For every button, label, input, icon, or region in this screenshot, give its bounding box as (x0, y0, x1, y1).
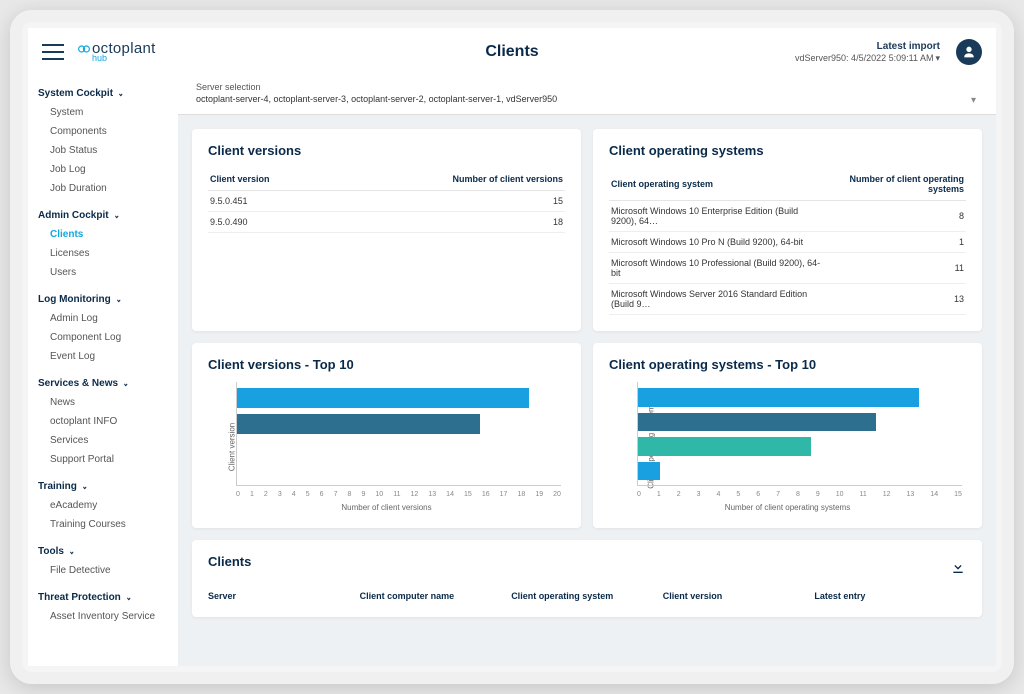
sidebar-head[interactable]: System Cockpit ⌄ (34, 84, 172, 103)
table-row: Microsoft Windows Server 2016 Standard E… (609, 284, 966, 315)
sidebar-item[interactable]: File Detective (34, 561, 172, 580)
chart-bar (237, 388, 529, 408)
sidebar-head[interactable]: Admin Cockpit ⌄ (34, 206, 172, 225)
sidebar-item[interactable]: Users (34, 263, 172, 282)
sidebar-item[interactable]: octoplant INFO (34, 412, 172, 431)
page-title: Clients (485, 43, 538, 61)
table-client-os: Client operating systemNumber of client … (609, 168, 966, 315)
card-client-os: Client operating systems Client operatin… (593, 129, 982, 331)
sidebar-item[interactable]: Licenses (34, 244, 172, 263)
column-header[interactable]: Client operating system (511, 591, 663, 601)
sidebar-item[interactable]: Asset Inventory Service (34, 607, 172, 626)
sidebar-item[interactable]: Job Duration (34, 179, 172, 198)
card-os-chart: Client operating systems - Top 10 Client… (593, 343, 982, 528)
download-icon[interactable] (950, 559, 966, 575)
chart-bar (638, 437, 811, 456)
table-client-versions: Client versionNumber of client versions … (208, 168, 565, 233)
logo: octoplant hub (78, 41, 156, 63)
column-header[interactable]: Latest entry (814, 591, 966, 601)
card-clients-list: Clients ServerClient computer nameClient… (192, 540, 982, 617)
sidebar-item[interactable]: Component Log (34, 328, 172, 347)
sidebar-head[interactable]: Services & News ⌄ (34, 374, 172, 393)
sidebar-item[interactable]: System (34, 103, 172, 122)
chart-bar (638, 413, 876, 432)
sidebar-item[interactable]: Job Log (34, 160, 172, 179)
sidebar-head[interactable]: Training ⌄ (34, 477, 172, 496)
sidebar-item[interactable]: Support Portal (34, 450, 172, 469)
sidebar-item[interactable]: News (34, 393, 172, 412)
chart-bar (237, 414, 480, 434)
sidebar-item[interactable]: Event Log (34, 347, 172, 366)
column-header[interactable]: Server (208, 591, 360, 601)
chart-bar (638, 388, 919, 407)
sidebar-head[interactable]: Tools ⌄ (34, 542, 172, 561)
table-row: Microsoft Windows 10 Enterprise Edition … (609, 201, 966, 232)
sidebar-item[interactable]: Training Courses (34, 515, 172, 534)
server-selection[interactable]: Server selection octoplant-server-4, oct… (178, 76, 996, 115)
table-row: 9.5.0.45115 (208, 191, 565, 212)
user-avatar[interactable] (956, 39, 982, 65)
sidebar-item[interactable]: Admin Log (34, 309, 172, 328)
menu-toggle[interactable] (42, 44, 64, 60)
sidebar-item[interactable]: Components (34, 122, 172, 141)
sidebar-head[interactable]: Threat Protection ⌄ (34, 588, 172, 607)
chevron-down-icon: ▾ (935, 53, 940, 65)
sidebar-item[interactable]: Clients (34, 225, 172, 244)
latest-import[interactable]: Latest import vdServer950: 4/5/2022 5:09… (795, 40, 940, 65)
sidebar-head[interactable]: Log Monitoring ⌄ (34, 290, 172, 309)
sidebar-item[interactable]: eAcademy (34, 496, 172, 515)
column-header[interactable]: Client version (663, 591, 815, 601)
sidebar-item[interactable]: Job Status (34, 141, 172, 160)
card-versions-chart: Client versions - Top 10 Client version … (192, 343, 581, 528)
table-row: 9.5.0.49018 (208, 212, 565, 233)
card-client-versions: Client versions Client versionNumber of … (192, 129, 581, 331)
sidebar: System Cockpit ⌄SystemComponentsJob Stat… (28, 28, 178, 666)
dropdown-caret-icon: ▾ (971, 95, 976, 106)
column-header[interactable]: Client computer name (360, 591, 512, 601)
table-row: Microsoft Windows 10 Pro N (Build 9200),… (609, 232, 966, 253)
chart-bar (638, 462, 660, 481)
sidebar-item[interactable]: Services (34, 431, 172, 450)
main-content: Server selection octoplant-server-4, oct… (178, 28, 996, 666)
table-row: Microsoft Windows 10 Professional (Build… (609, 253, 966, 284)
